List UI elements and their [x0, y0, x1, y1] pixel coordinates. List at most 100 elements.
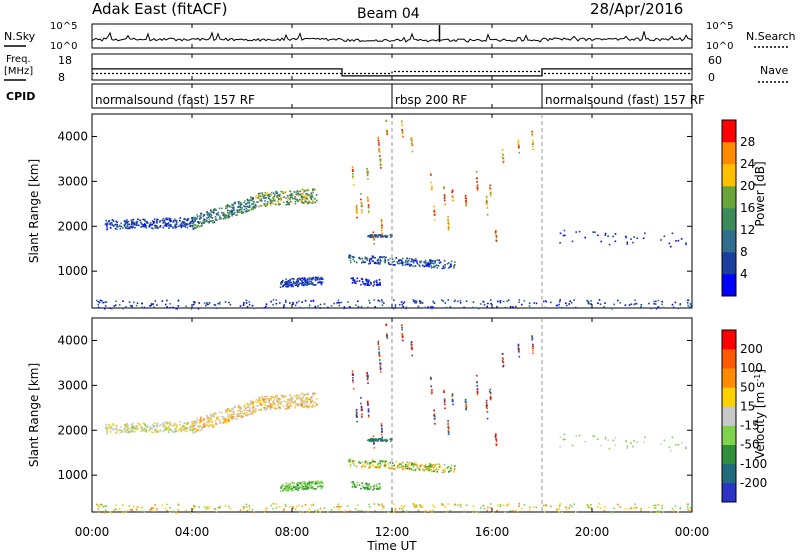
velocity-cell [574, 510, 577, 513]
power-cell [283, 191, 286, 193]
power-cell [416, 260, 418, 262]
power-cell [207, 220, 209, 223]
power-cell [378, 263, 380, 265]
power-cell [265, 196, 267, 199]
velocity-cell [115, 508, 117, 510]
power-cell [120, 222, 122, 225]
power-cell [311, 277, 313, 279]
velocity-cell [193, 429, 195, 432]
velocity-cell [240, 413, 243, 415]
velocity-cell [216, 417, 218, 420]
power-cell [424, 306, 426, 309]
velocity-cell [408, 467, 411, 470]
velocity-cell [640, 508, 643, 510]
power-cell [175, 226, 178, 228]
velocity-cell [128, 431, 130, 433]
power-cell [225, 214, 227, 217]
velocity-cell [439, 465, 442, 468]
velocity-cell [316, 403, 318, 406]
power-cell [238, 200, 241, 203]
power-cell [305, 193, 307, 195]
power-cell [409, 265, 411, 267]
power-cell [372, 285, 375, 287]
velocity-cell [486, 509, 488, 512]
power-cell [410, 264, 413, 266]
power-cell [315, 276, 318, 279]
velocity-cell [245, 506, 248, 508]
velocity-cell [133, 505, 135, 508]
power-cell [568, 303, 570, 305]
power-cell [532, 148, 534, 151]
velocity-cell [286, 403, 289, 405]
velocity-cell [109, 431, 112, 433]
velocity-cell [192, 422, 195, 425]
power-cell [308, 306, 311, 309]
velocity-cell [377, 343, 380, 346]
velocity-cell [661, 507, 663, 510]
velocity-cell [444, 407, 446, 410]
power-cell [304, 300, 307, 302]
power-cell [232, 213, 235, 216]
velocity-cell [448, 428, 450, 430]
velocity-cell [265, 400, 267, 403]
power-cell [308, 277, 311, 279]
power-cell [210, 216, 212, 218]
power-cell [531, 131, 533, 133]
velocity-cell [299, 402, 301, 405]
velocity-cell [435, 468, 438, 470]
velocity-cell [443, 391, 445, 394]
power-cell [165, 217, 168, 220]
power-cell [279, 197, 281, 200]
velocity-cell [319, 511, 321, 513]
power-cell [528, 305, 531, 307]
velocity-cell [280, 487, 282, 489]
velocity-cell [113, 509, 116, 511]
velocity-cell [565, 506, 567, 508]
velocity-cell [251, 508, 254, 511]
velocity-cell [301, 487, 303, 489]
velocity-cell [273, 399, 276, 402]
power-cell [177, 300, 180, 302]
power-cell [271, 200, 273, 202]
power-cell [430, 262, 432, 264]
velocity-cell [200, 426, 203, 429]
velocity-cell [375, 466, 377, 469]
power-cell [128, 301, 131, 303]
power-cell [680, 238, 683, 240]
velocity-cell [290, 398, 293, 400]
power-cell [430, 259, 433, 262]
velocity-cell [372, 439, 375, 442]
velocity-cell [231, 407, 233, 410]
velocity-cell [264, 409, 267, 412]
power-cell [252, 197, 254, 200]
velocity-cell [349, 461, 352, 463]
velocity-cell [431, 511, 433, 514]
velocity-cell [307, 485, 310, 488]
velocity-cell [263, 401, 266, 403]
power-cell [246, 210, 249, 212]
power-cell [496, 305, 498, 308]
power-cell [306, 194, 308, 196]
power-cell [175, 223, 178, 226]
velocity-cell [410, 341, 413, 343]
velocity-cell [222, 422, 225, 424]
power-cell [307, 195, 309, 197]
power-cell [309, 194, 311, 196]
power-cell [293, 278, 295, 280]
power-cell [604, 302, 606, 304]
velocity-cell [575, 435, 577, 437]
power-cell [432, 262, 435, 265]
power-cell [308, 283, 310, 285]
power-cell [452, 199, 454, 202]
velocity-cell [311, 481, 313, 483]
velocity-cell [312, 393, 314, 395]
power-cell [323, 303, 326, 305]
velocity-cell [437, 469, 440, 471]
power-cell [465, 204, 467, 207]
power-cell [301, 283, 303, 285]
power-cell [314, 278, 317, 281]
power-cell [380, 229, 383, 232]
velocity-cell [518, 351, 520, 353]
velocity-cell [184, 425, 186, 428]
